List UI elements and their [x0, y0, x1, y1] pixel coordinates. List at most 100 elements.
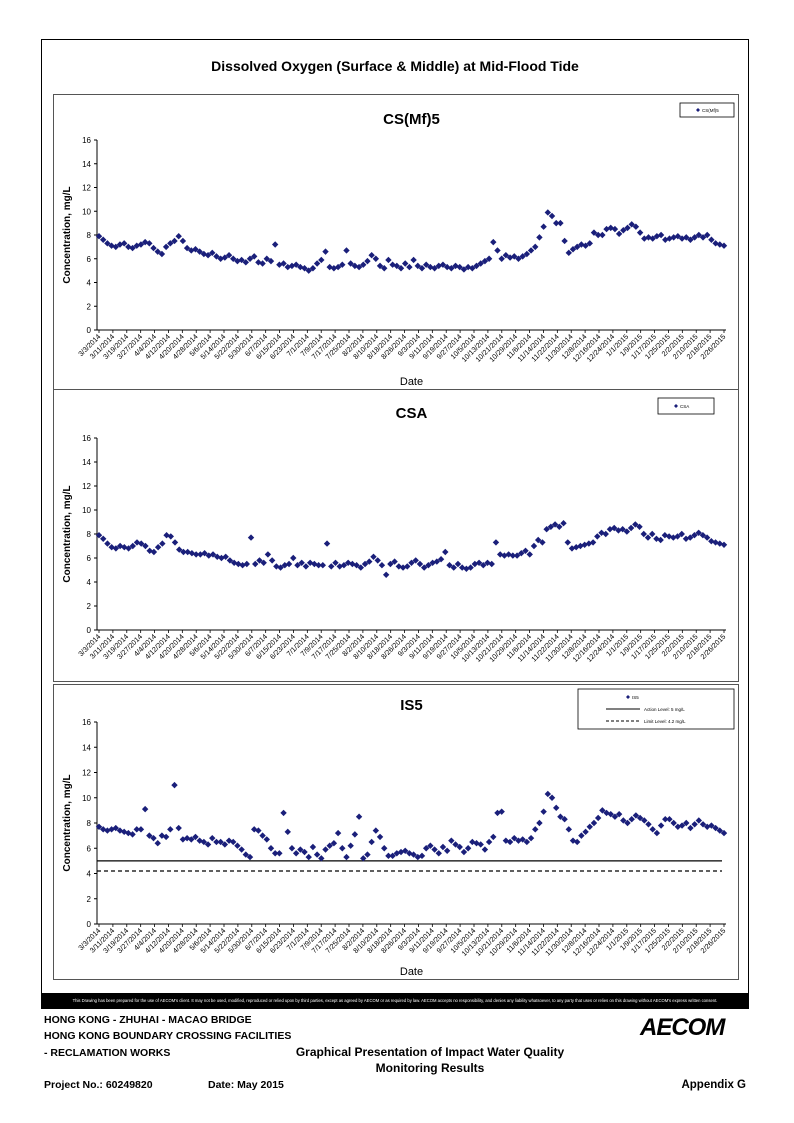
y-tick-label: 2 [87, 302, 92, 311]
data-point [573, 838, 581, 846]
project-name-line1: HONG KONG - ZHUHAI - MACAO BRIDGE [44, 1014, 252, 1026]
data-point [238, 846, 245, 853]
y-tick-label: 12 [82, 769, 91, 778]
data-point [410, 256, 417, 264]
data-point [309, 265, 317, 272]
drawing-date: Date: May 2015 [208, 1079, 284, 1091]
data-point [439, 261, 447, 268]
data-point [464, 845, 472, 852]
data-point [418, 265, 426, 272]
data-point [628, 816, 635, 823]
data-point [305, 267, 312, 274]
data-point [490, 238, 497, 246]
data-point [141, 805, 149, 813]
data-point [582, 242, 589, 249]
data-point [460, 266, 468, 273]
data-point [360, 261, 367, 268]
legend-label: CSA [680, 404, 689, 409]
data-point [469, 265, 476, 272]
legend-box [577, 688, 735, 730]
data-point [569, 246, 577, 253]
y-tick-label: 16 [82, 434, 91, 443]
data-point [674, 232, 682, 240]
data-point [180, 548, 187, 556]
data-point [209, 834, 216, 842]
legend-marker [674, 404, 678, 408]
aecom-logo: AECOM [640, 1014, 725, 1041]
y-tick-label: 0 [87, 920, 92, 929]
data-point [653, 232, 661, 240]
data-point [640, 530, 647, 538]
data-point [284, 828, 291, 836]
data-point [536, 234, 543, 241]
data-point [691, 821, 698, 828]
data-point [488, 560, 495, 568]
data-point [564, 539, 571, 546]
data-point [192, 246, 199, 253]
data-point [532, 826, 539, 833]
data-point [645, 821, 652, 828]
y-tick-label: 0 [87, 626, 92, 635]
data-point [703, 534, 711, 541]
data-point [129, 542, 136, 550]
data-point [238, 256, 245, 264]
data-point [578, 832, 585, 839]
data-point [687, 824, 694, 832]
y-tick-label: 8 [87, 530, 92, 539]
data-point [368, 838, 375, 846]
data-point [594, 231, 602, 239]
data-point [328, 563, 335, 570]
data-point [95, 232, 103, 240]
y-tick-label: 4 [87, 578, 92, 587]
data-point [544, 209, 552, 216]
y-tick-label: 12 [82, 482, 91, 491]
drawing-title-line2: Monitoring Results [375, 1061, 485, 1075]
data-point [301, 848, 308, 856]
legend-label: CS(Mf)5 [702, 108, 719, 113]
data-point [175, 824, 182, 832]
data-point [247, 534, 255, 541]
data-point [682, 535, 690, 542]
data-point [615, 810, 623, 818]
data-point [687, 236, 694, 243]
data-point [594, 533, 601, 540]
data-point [309, 843, 317, 851]
data-point [372, 255, 380, 262]
data-point [527, 834, 535, 842]
data-point [565, 249, 572, 257]
data-point [288, 845, 296, 852]
data-point [322, 248, 329, 255]
y-tick-label: 14 [82, 743, 91, 752]
data-point [594, 814, 602, 822]
data-point [343, 247, 350, 254]
data-point [695, 529, 702, 536]
data-point [268, 557, 276, 564]
data-point [620, 817, 627, 824]
data-point [311, 560, 318, 568]
data-point [627, 524, 635, 532]
x-axis-label: Date [400, 966, 423, 978]
data-point [297, 263, 304, 271]
data-point [653, 829, 661, 837]
data-point [649, 530, 656, 538]
data-point [540, 223, 547, 230]
data-point [573, 243, 581, 251]
legend-label: Limit Level: 4.2 mg/L [644, 719, 686, 724]
data-point [431, 846, 438, 853]
data-point [519, 253, 526, 260]
disclaimer-bar: This Drawing has been prepared for the u… [41, 993, 749, 1009]
data-point [150, 244, 157, 252]
data-point [519, 836, 526, 843]
data-point [370, 553, 377, 560]
data-point [492, 539, 500, 546]
data-point [582, 828, 589, 836]
data-point [641, 817, 648, 824]
data-point [649, 826, 656, 833]
data-point [334, 829, 342, 837]
data-point [657, 536, 664, 544]
data-point [691, 234, 698, 241]
data-point [361, 560, 369, 568]
data-point [393, 262, 401, 270]
chart-panel-csa: CSA 0 2 4 6 8 10 12 14 16 Concentration, mg/L 3/3/2… [53, 390, 739, 682]
